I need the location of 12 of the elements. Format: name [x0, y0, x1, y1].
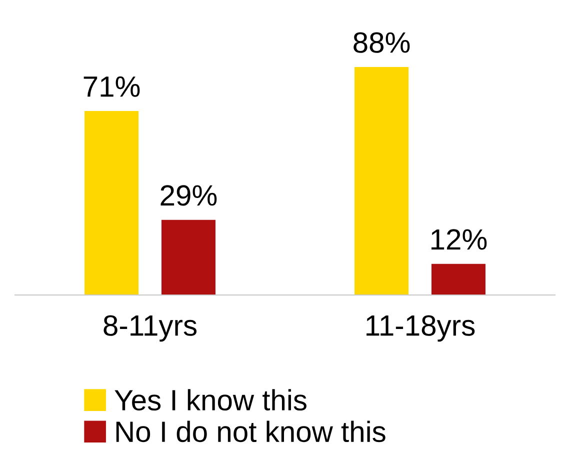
bar: [84, 111, 139, 295]
bar: [431, 264, 486, 295]
legend-label: No I do not know this: [116, 420, 386, 442]
data-label: 88%: [354, 32, 410, 53]
data-label: 29%: [160, 185, 217, 206]
data-label: 12%: [432, 229, 487, 250]
data-label: 71%: [84, 76, 140, 97]
x-tick-label: 11-18yrs: [366, 315, 475, 342]
legend-label: Yes I know this: [114, 389, 306, 411]
x-tick-label: 8-11yrs: [104, 315, 197, 342]
bar: [354, 67, 409, 295]
bar: [161, 220, 216, 295]
